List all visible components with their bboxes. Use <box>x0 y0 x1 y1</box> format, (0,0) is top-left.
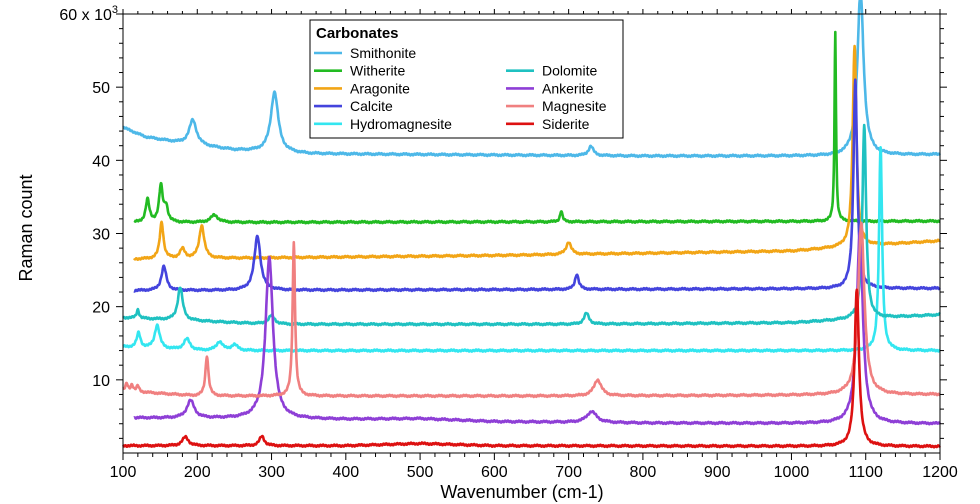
x-tick-label: 100 <box>110 464 137 481</box>
series-line-hydromagnesite <box>122 146 941 353</box>
legend-label-siderite: Siderite <box>542 116 590 132</box>
series-line-siderite <box>121 288 942 449</box>
y-tick-label: 10 <box>92 373 110 390</box>
legend-label-calcite: Calcite <box>350 98 393 114</box>
axes: 100 200 300 400 500 600 700 800 900 1000 1100 1200 1… <box>59 4 958 481</box>
series-line-ankerite <box>133 231 942 426</box>
legend-box <box>309 19 624 139</box>
x-axis-title: Wavenumber (cm-1) <box>440 482 603 502</box>
y-axis-title: Raman count <box>16 174 36 281</box>
x-tick-label: 500 <box>407 464 434 481</box>
legend-label-hydromagnesite: Hydromagnesite <box>350 116 452 132</box>
legend-label-witherite: Witherite <box>350 63 405 79</box>
y-tick-label: 50 <box>92 80 110 97</box>
x-tick-label: 200 <box>184 464 211 481</box>
x-tick-label: 400 <box>332 464 359 481</box>
legend-label-magnesite: Magnesite <box>542 98 607 114</box>
x-tick-label: 1100 <box>849 464 884 481</box>
x-tick-label: 1000 <box>774 464 810 481</box>
x-tick-label: 800 <box>630 464 657 481</box>
y-tick-label: 20 <box>92 300 110 317</box>
x-tick-label: 300 <box>258 464 285 481</box>
x-tick-label: 600 <box>481 464 508 481</box>
series-line-dolomite <box>122 123 941 327</box>
plot-area <box>121 0 942 449</box>
legend-label-ankerite: Ankerite <box>542 80 594 96</box>
y-tick-label: 30 <box>92 227 110 244</box>
legend-label-aragonite: Aragonite <box>350 80 410 96</box>
legend-title: Carbonates <box>316 25 399 42</box>
series-line-smithonite <box>122 0 942 159</box>
y-tick-label: 60 x 103 <box>59 4 118 24</box>
x-tick-label: 1200 <box>922 464 958 481</box>
x-tick-label: 900 <box>704 464 731 481</box>
y-tick-label: 40 <box>92 153 110 170</box>
legend-label-dolomite: Dolomite <box>542 63 597 79</box>
series-line-witherite <box>133 30 941 225</box>
x-tick-label: 700 <box>555 464 582 481</box>
series-line-magnesite <box>122 221 941 399</box>
legend-label-smithonite: Smithonite <box>350 45 416 61</box>
